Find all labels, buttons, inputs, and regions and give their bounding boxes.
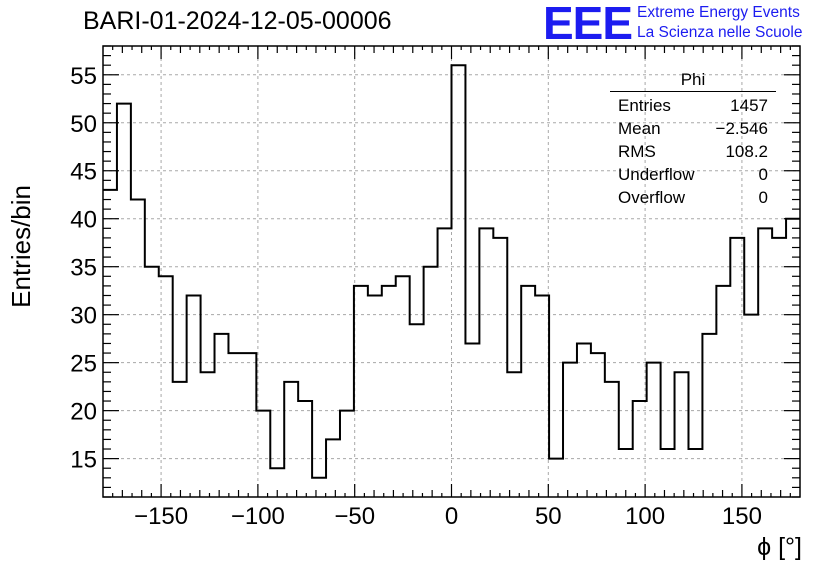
histogram-series (103, 64, 800, 479)
axes (102, 45, 801, 498)
stats-row-rms: RMS 108.2 (610, 140, 776, 163)
tick-labels: −150 −100 −50 0 50 100 150 15 20 25 30 35 40 45 50 55 (70, 63, 762, 530)
stats-row-underflow: Underflow 0 (610, 163, 776, 186)
y-tick-label: 50 (70, 111, 97, 138)
stats-value: 108.2 (725, 142, 768, 161)
stats-row-mean: Mean −2.546 (610, 117, 776, 140)
y-tick-label: 55 (70, 63, 97, 90)
stats-row-entries: Entries 1457 (610, 94, 776, 117)
stats-row-overflow: Overflow 0 (610, 186, 776, 209)
stats-value: −2.546 (715, 119, 768, 138)
histogram-outline (103, 64, 800, 479)
logo-line-1: Extreme Energy Events (637, 4, 800, 21)
y-tick-label: 20 (70, 399, 97, 426)
y-tick-label: 15 (70, 447, 97, 474)
stats-title: Phi (610, 69, 776, 92)
x-axis-label: ϕ [°] (757, 533, 802, 561)
logo-line-2: La Scienza nelle Scuole (637, 24, 803, 41)
stats-value: 0 (758, 188, 768, 207)
x-tick-label: −150 (134, 503, 188, 530)
stats-value: 1457 (730, 96, 768, 115)
y-tick-label: 25 (70, 351, 97, 378)
x-tick-label: −100 (231, 503, 285, 530)
x-tick-label: 100 (625, 503, 665, 530)
stats-label: Overflow (618, 188, 686, 207)
eee-logo-mark: EEE (543, 0, 633, 49)
eee-logo-text: Extreme Energy Events La Scienza nelle S… (637, 3, 802, 43)
x-tick-label: 50 (535, 503, 562, 530)
stats-label: Mean (618, 119, 661, 138)
x-tick-label: 150 (722, 503, 762, 530)
x-tick-label: 0 (445, 503, 458, 530)
stats-label: Entries (618, 96, 671, 115)
y-axis-label: Entries/bin (6, 185, 36, 308)
stats-label: RMS (618, 142, 656, 161)
stats-label: Underflow (618, 165, 695, 184)
stats-value: 0 (758, 165, 768, 184)
y-axis-label-wrap: Entries/bin (6, 185, 36, 308)
y-tick-label: 30 (70, 303, 97, 330)
chart-title: BARI-01-2024-12-05-00006 (83, 7, 392, 35)
y-tick-label: 40 (70, 207, 97, 234)
y-tick-label: 45 (70, 159, 97, 186)
stats-box: Phi Entries 1457 Mean −2.546 RMS 108.2 U… (610, 69, 776, 209)
x-tick-label: −50 (334, 503, 375, 530)
y-tick-label: 35 (70, 255, 97, 282)
